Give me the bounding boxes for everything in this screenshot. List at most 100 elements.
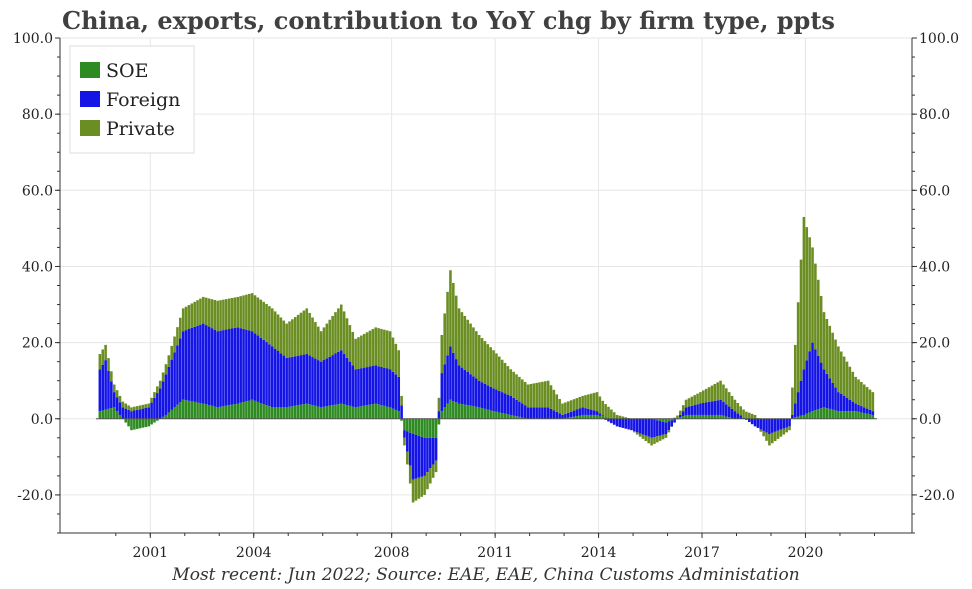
bar-foreign — [411, 434, 415, 480]
bar-private — [707, 387, 711, 402]
bar-soe — [331, 405, 334, 419]
bar-private — [653, 437, 656, 444]
bar-foreign — [762, 418, 765, 431]
bar-private — [716, 382, 719, 401]
bar-foreign — [383, 367, 386, 406]
bar-foreign — [253, 333, 257, 401]
bar-private — [454, 295, 458, 360]
bar-private — [423, 475, 426, 495]
bar-soe — [693, 414, 696, 419]
bar-soe — [842, 411, 846, 419]
bar-private — [819, 295, 823, 363]
bar-foreign — [862, 407, 866, 414]
bar-private — [497, 356, 501, 391]
bar-foreign — [472, 376, 475, 407]
bar-private — [400, 395, 403, 406]
bar-private — [512, 371, 515, 398]
bar-foreign — [331, 355, 334, 406]
bar-private — [115, 390, 119, 398]
bar-foreign — [265, 342, 268, 406]
bar-soe — [816, 409, 820, 419]
bar-foreign — [385, 368, 389, 407]
x-tick-label: 2001 — [132, 545, 168, 561]
bar-soe — [704, 414, 708, 419]
bar-foreign — [831, 382, 834, 410]
bar-foreign — [273, 348, 277, 408]
bar-soe — [454, 402, 458, 419]
bar-private — [808, 237, 811, 352]
bar-soe — [472, 406, 475, 419]
bar-private — [342, 311, 346, 355]
bar-foreign — [440, 373, 444, 412]
bar-soe — [449, 399, 452, 419]
bar-soe — [684, 414, 688, 419]
bar-soe — [368, 404, 372, 419]
bar-foreign — [489, 386, 492, 411]
bar-soe — [130, 418, 133, 431]
bar-foreign — [578, 408, 582, 416]
bar-foreign — [293, 356, 297, 406]
bar-foreign — [753, 418, 757, 427]
bar-soe — [406, 418, 409, 432]
bar-private — [638, 433, 642, 437]
bar-private — [262, 301, 265, 340]
bar-private — [377, 328, 380, 367]
bar-foreign — [506, 394, 510, 415]
bar-soe — [288, 406, 291, 419]
bar-private — [314, 322, 317, 359]
bar-foreign — [184, 330, 188, 401]
chart-title: China, exports, contribution to YoY chg … — [62, 6, 835, 35]
bar-private — [371, 329, 375, 367]
bar-foreign — [549, 408, 553, 419]
bar-foreign — [124, 408, 128, 419]
bar-soe — [572, 416, 576, 419]
bar-foreign — [179, 338, 182, 403]
bar-private — [268, 306, 271, 345]
bar-foreign — [834, 387, 837, 411]
bar-private — [414, 478, 418, 501]
bar-private — [127, 405, 130, 410]
bar-private — [822, 312, 826, 370]
bar-soe — [207, 405, 211, 419]
bar-private — [368, 330, 372, 367]
bar-private — [587, 394, 590, 409]
bar-private — [719, 380, 722, 400]
bar-private — [360, 335, 363, 369]
bar-soe — [270, 407, 274, 419]
bar-private — [725, 388, 728, 405]
bar-foreign — [216, 331, 219, 408]
bar-foreign — [535, 407, 538, 419]
bar-foreign — [354, 369, 357, 408]
bar-foreign — [276, 350, 280, 408]
bar-private — [595, 392, 599, 412]
bar-foreign — [699, 403, 702, 415]
bar-soe — [871, 414, 875, 419]
bar-private — [584, 395, 587, 409]
bar-private — [799, 259, 803, 381]
bar-foreign — [532, 407, 536, 419]
bar-private — [308, 312, 311, 356]
bar-foreign — [592, 410, 596, 415]
bar-soe — [311, 405, 314, 419]
bar-foreign — [239, 328, 242, 403]
bar-soe — [497, 412, 501, 419]
bar-soe — [860, 412, 863, 419]
bar-soe — [124, 418, 128, 423]
bar-foreign — [334, 353, 337, 405]
bar-foreign — [839, 394, 843, 412]
bar-foreign — [337, 351, 340, 405]
bar-private — [357, 337, 360, 369]
bar-soe — [434, 418, 438, 438]
bar-soe — [808, 412, 811, 419]
bar-foreign — [406, 431, 409, 452]
legend-label-private: Private — [106, 118, 175, 140]
bar-soe — [834, 410, 837, 419]
bar-soe — [256, 401, 260, 419]
bar-private — [213, 299, 217, 330]
bar-foreign — [842, 395, 846, 412]
bar-private — [227, 298, 231, 330]
bar-foreign — [722, 402, 725, 416]
bar-foreign — [575, 409, 579, 417]
bar-foreign — [202, 323, 205, 404]
bar-foreign — [587, 408, 590, 415]
